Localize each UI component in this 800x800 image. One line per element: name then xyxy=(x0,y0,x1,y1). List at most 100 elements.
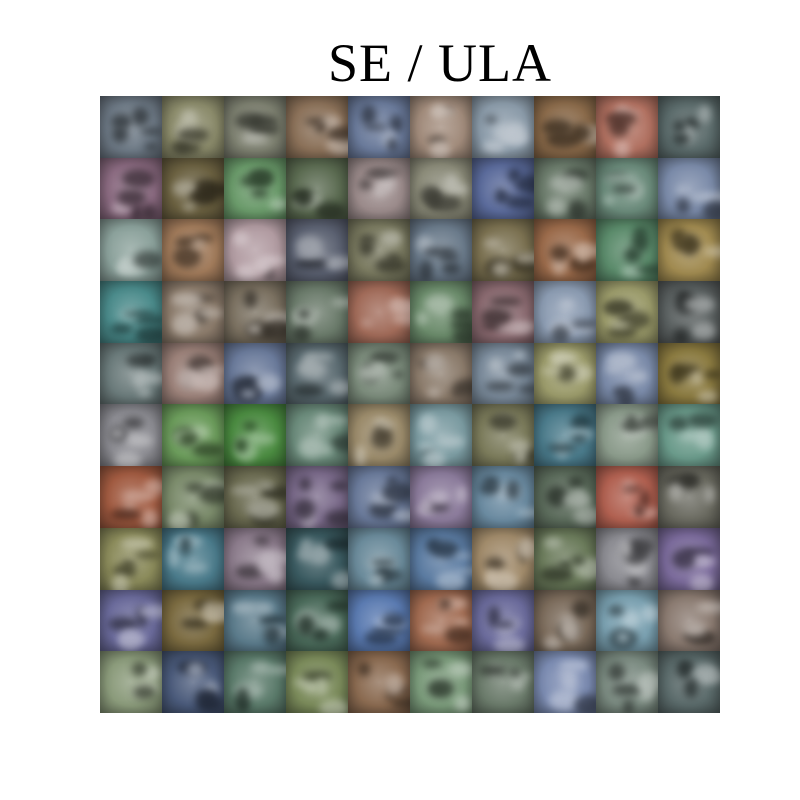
tile-blob xyxy=(230,486,261,494)
tile-blob xyxy=(171,314,198,336)
tile-blob xyxy=(696,671,720,684)
sample-tile xyxy=(286,281,348,343)
sample-tile xyxy=(100,96,162,158)
tile-blob xyxy=(418,450,437,458)
tile-blob xyxy=(672,119,686,133)
tile-blob xyxy=(295,252,330,259)
tile-blob xyxy=(419,260,433,282)
sample-tile xyxy=(348,96,410,158)
sample-tile xyxy=(534,466,596,528)
tile-blob xyxy=(556,364,576,382)
tile-blob xyxy=(678,433,709,440)
tile-blob xyxy=(632,231,650,253)
tile-blob xyxy=(420,625,446,633)
sample-tile xyxy=(658,589,720,652)
tile-blob xyxy=(108,617,140,632)
sample-tile xyxy=(534,589,596,652)
sample-tile xyxy=(658,651,720,713)
tile-blob xyxy=(516,384,534,393)
tile-blob xyxy=(173,427,196,443)
tile-blob xyxy=(418,358,442,368)
sample-tile xyxy=(224,342,286,405)
tile-blob xyxy=(253,257,272,274)
tile-blob xyxy=(202,183,224,197)
tile-blob xyxy=(122,559,136,570)
tile-blob xyxy=(177,659,208,674)
sample-tile xyxy=(162,589,224,652)
tile-blob xyxy=(550,325,571,343)
tile-blob xyxy=(672,328,689,343)
tile-blob xyxy=(578,126,596,134)
tile-blob xyxy=(299,477,312,491)
sample-tile xyxy=(286,651,348,713)
tile-blob xyxy=(361,361,380,383)
tile-blob xyxy=(549,175,584,192)
tile-blob xyxy=(516,508,534,517)
tile-blob xyxy=(612,387,629,398)
sample-tile xyxy=(224,219,286,282)
sample-tile xyxy=(596,651,658,713)
tile-blob xyxy=(250,188,269,199)
tile-blob xyxy=(194,309,208,324)
tile-blob xyxy=(118,260,129,272)
sample-tile xyxy=(348,651,410,713)
tile-blob xyxy=(454,695,471,713)
tile-blob xyxy=(174,238,189,247)
sample-tile xyxy=(100,651,162,713)
tile-blob xyxy=(484,556,506,572)
tile-blob xyxy=(550,351,578,365)
tile-blob xyxy=(110,509,141,521)
tile-blob xyxy=(294,190,312,207)
sample-tile xyxy=(224,651,286,713)
tile-blob xyxy=(510,321,534,332)
tile-blob xyxy=(171,141,190,153)
tile-blob xyxy=(682,126,694,144)
sample-tile xyxy=(224,157,286,220)
sample-tile xyxy=(596,589,658,652)
tile-blob xyxy=(418,443,435,452)
sample-tile xyxy=(348,219,410,282)
tile-blob xyxy=(666,474,699,491)
tile-blob xyxy=(497,132,530,145)
tile-blob xyxy=(608,663,626,682)
tile-blob xyxy=(141,127,162,135)
tile-blob xyxy=(140,666,161,681)
tile-blob xyxy=(480,307,513,327)
sample-tile xyxy=(286,589,348,652)
tile-blob xyxy=(673,133,690,145)
tile-blob xyxy=(493,485,521,499)
tile-blob xyxy=(635,266,658,273)
tile-blob xyxy=(385,673,405,696)
tile-blob xyxy=(686,413,718,429)
tile-blob xyxy=(364,631,398,647)
tile-blob xyxy=(623,699,635,713)
tile-blob xyxy=(325,259,340,268)
tile-blob xyxy=(488,571,518,590)
sample-tile xyxy=(100,404,162,467)
tile-blob xyxy=(235,112,264,130)
sample-tile xyxy=(472,404,534,467)
tile-blob xyxy=(329,480,348,491)
tile-blob xyxy=(576,243,590,262)
tile-blob xyxy=(182,237,202,246)
tile-blob xyxy=(299,436,324,458)
tile-blob xyxy=(496,194,513,201)
tile-blob xyxy=(670,482,692,490)
sample-tile xyxy=(100,342,162,405)
tile-blob xyxy=(684,117,701,130)
tile-blob xyxy=(614,104,630,120)
tile-blob xyxy=(579,129,596,145)
tile-blob xyxy=(132,107,150,126)
tile-blob xyxy=(507,363,534,377)
tile-blob xyxy=(373,186,386,198)
tile-blob xyxy=(132,370,148,390)
tile-blob xyxy=(488,412,518,431)
tile-blob xyxy=(381,482,410,504)
tile-blob xyxy=(247,324,263,334)
tile-blob xyxy=(605,351,637,371)
tile-blob xyxy=(569,255,596,274)
tile-blob xyxy=(427,679,455,699)
tile-blob xyxy=(377,616,400,638)
tile-blob xyxy=(248,171,272,179)
tile-blob xyxy=(570,434,588,443)
